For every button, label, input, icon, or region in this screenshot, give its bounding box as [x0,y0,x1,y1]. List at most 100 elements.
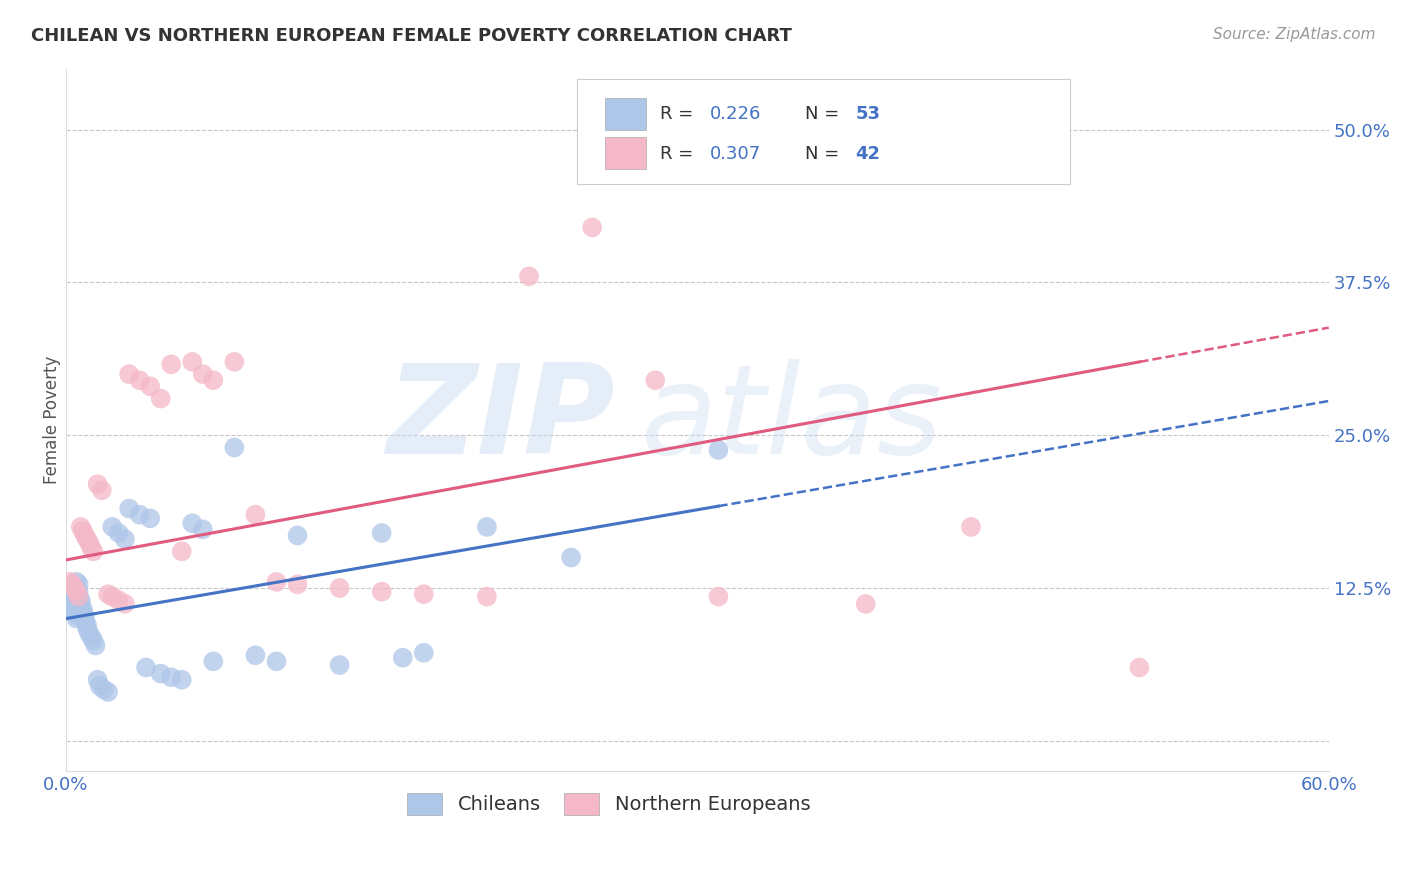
Point [245,648,267,663]
FancyBboxPatch shape [578,79,1070,185]
Point [170,544,193,558]
Point [475,520,498,534]
Point [128,373,150,387]
Point [266,654,288,668]
Y-axis label: Female Poverty: Female Poverty [44,356,60,484]
Text: 0.307: 0.307 [710,145,761,162]
Point [65,607,87,622]
Point [59,587,82,601]
Text: N =: N = [804,145,845,162]
Point [329,658,352,673]
Point [224,441,246,455]
Point [118,367,141,381]
Point [114,597,136,611]
Text: R =: R = [659,105,699,123]
Point [118,501,141,516]
Point [59,574,82,589]
Point [73,609,96,624]
Point [128,508,150,522]
Point [170,673,193,687]
Point [97,685,120,699]
Point [86,477,108,491]
Point [93,682,115,697]
Point [101,520,124,534]
Text: 53: 53 [855,105,880,123]
Point [76,621,98,635]
Text: ZIP: ZIP [387,359,616,481]
Point [475,590,498,604]
Point [63,581,86,595]
Text: 0.226: 0.226 [710,105,762,123]
Point [149,392,172,406]
Point [97,587,120,601]
Point [107,593,129,607]
Point [160,670,183,684]
Text: Source: ZipAtlas.com: Source: ZipAtlas.com [1212,27,1375,42]
Text: N =: N = [804,105,845,123]
Point [72,606,94,620]
Point [89,679,111,693]
Point [191,367,214,381]
Point [77,626,100,640]
Point [855,597,877,611]
Point [90,483,112,498]
Point [287,528,309,542]
Point [80,630,103,644]
Point [160,357,183,371]
Point [67,590,90,604]
Point [73,614,96,628]
Point [65,574,87,589]
Point [67,584,90,599]
Legend: Chileans, Northern Europeans: Chileans, Northern Europeans [398,783,820,825]
Point [191,522,214,536]
Point [101,590,124,604]
Point [63,606,86,620]
Point [412,587,434,601]
Point [67,590,90,604]
Point [644,373,666,387]
Point [181,516,204,531]
Point [391,650,413,665]
Point [960,520,983,534]
FancyBboxPatch shape [605,137,645,169]
Point [1128,660,1150,674]
Point [60,599,83,614]
Text: CHILEAN VS NORTHERN EUROPEAN FEMALE POVERTY CORRELATION CHART: CHILEAN VS NORTHERN EUROPEAN FEMALE POVE… [31,27,792,45]
Point [82,544,104,558]
Text: R =: R = [659,145,699,162]
Point [412,646,434,660]
Point [65,584,87,599]
Point [65,611,87,625]
Point [181,355,204,369]
Point [202,654,225,668]
Point [149,666,172,681]
Point [135,660,157,674]
Point [107,526,129,541]
Point [84,639,107,653]
Point [72,524,94,538]
Point [370,584,392,599]
Point [517,269,540,284]
Point [73,528,96,542]
Point [287,577,309,591]
Point [139,511,162,525]
Point [67,577,90,591]
Point [63,602,86,616]
Point [707,590,730,604]
Point [80,541,103,555]
Point [72,602,94,616]
Point [69,520,91,534]
Point [56,581,79,595]
Point [114,532,136,546]
Point [77,536,100,550]
Point [82,633,104,648]
Point [76,617,98,632]
Point [69,593,91,607]
Point [224,355,246,369]
Point [60,593,83,607]
FancyBboxPatch shape [605,98,645,129]
Point [76,532,98,546]
Point [202,373,225,387]
Text: 42: 42 [855,145,880,162]
Point [560,550,582,565]
